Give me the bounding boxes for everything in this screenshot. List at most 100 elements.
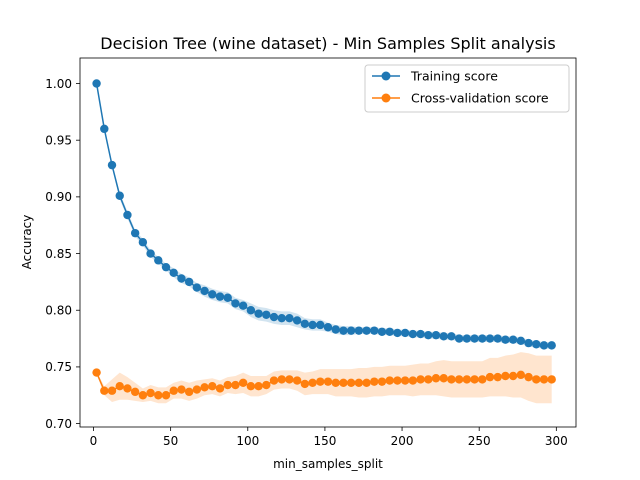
data-point-training xyxy=(285,313,294,323)
data-point-cv xyxy=(346,378,356,387)
data-point-cv xyxy=(454,375,464,384)
data-point-training xyxy=(215,292,225,301)
data-point-cv xyxy=(123,384,132,393)
data-point-cv xyxy=(308,378,317,387)
legend-box xyxy=(364,64,570,113)
data-point-cv xyxy=(192,385,202,394)
data-point-cv xyxy=(92,368,101,377)
x-axis-ticks: 0 50 100 150 200 250 300 xyxy=(90,427,568,448)
data-point-training xyxy=(200,286,209,296)
data-point-training xyxy=(115,191,124,200)
data-point-training xyxy=(100,124,109,134)
data-point-training xyxy=(470,334,479,343)
data-point-training xyxy=(292,316,302,325)
data-point-cv xyxy=(501,371,510,381)
data-point-training xyxy=(508,335,518,344)
data-point-cv xyxy=(269,376,279,385)
data-point-training xyxy=(169,268,178,278)
data-point-training xyxy=(316,320,325,330)
x-tick-label: 250 xyxy=(468,434,491,448)
data-point-cv xyxy=(493,372,502,382)
data-point-cv xyxy=(300,379,310,389)
data-point-training xyxy=(184,277,194,287)
data-point-cv xyxy=(478,375,487,384)
data-point-training xyxy=(339,326,348,335)
y-axis-label: Accuracy xyxy=(20,215,34,270)
data-point-training xyxy=(408,329,418,339)
data-point-cv xyxy=(292,376,302,385)
legend-marker-cv xyxy=(381,93,391,103)
data-point-cv xyxy=(462,375,472,384)
data-point-training xyxy=(424,330,433,340)
data-point-training xyxy=(123,210,132,220)
data-point-cv xyxy=(400,376,410,385)
data-point-training xyxy=(238,301,248,310)
data-point-cv xyxy=(177,385,186,394)
axes-frame xyxy=(79,57,577,428)
data-point-training xyxy=(154,256,163,265)
data-point-cv xyxy=(169,386,178,395)
x-tick-label: 0 xyxy=(90,434,98,448)
data-point-training xyxy=(300,319,310,329)
legend-label-training: Training score xyxy=(410,69,498,84)
data-point-training xyxy=(231,299,240,308)
data-point-cv xyxy=(146,388,155,398)
data-point-cv xyxy=(408,376,418,385)
data-point-cv xyxy=(532,375,541,384)
data-point-training xyxy=(478,334,487,343)
data-point-cv xyxy=(370,377,379,386)
data-point-training xyxy=(354,326,364,335)
data-point-cv xyxy=(130,387,140,397)
data-point-cv xyxy=(184,387,194,397)
data-point-training xyxy=(161,262,171,272)
data-point-training xyxy=(385,327,394,336)
data-point-training xyxy=(146,249,155,258)
data-point-training xyxy=(362,326,371,335)
data-point-training xyxy=(370,326,379,335)
legend: Training score Cross-validation score xyxy=(364,64,570,113)
x-tick-label: 150 xyxy=(313,434,336,448)
data-point-cv xyxy=(377,377,387,386)
data-point-training xyxy=(246,306,256,315)
data-point-training xyxy=(346,326,356,335)
data-point-cv xyxy=(362,378,371,387)
data-point-cv xyxy=(154,391,163,400)
data-point-cv xyxy=(547,375,556,384)
data-point-training xyxy=(92,79,101,88)
legend-marker-training xyxy=(381,71,391,81)
data-point-cv xyxy=(323,377,333,386)
data-point-training xyxy=(107,160,117,170)
data-point-cv xyxy=(416,375,425,384)
data-point-cv xyxy=(339,378,348,387)
data-point-cv xyxy=(516,370,526,380)
data-point-training xyxy=(532,340,541,349)
data-point-training xyxy=(308,320,317,330)
data-point-training xyxy=(377,327,387,336)
data-point-cv xyxy=(246,381,256,391)
data-point-cv xyxy=(508,371,518,381)
data-point-cv xyxy=(393,376,402,385)
data-point-cv xyxy=(215,384,225,393)
data-point-cv xyxy=(524,372,533,382)
data-point-training xyxy=(416,329,425,339)
data-point-cv xyxy=(100,386,109,395)
y-tick-label: 1.00 xyxy=(45,77,72,91)
plot-area xyxy=(92,79,556,404)
data-point-training xyxy=(323,323,333,332)
data-point-cv xyxy=(470,375,479,384)
data-point-cv xyxy=(107,386,117,395)
data-point-cv xyxy=(316,377,325,386)
data-point-cv xyxy=(424,375,433,384)
data-point-training xyxy=(277,313,286,323)
data-point-training xyxy=(485,334,495,343)
data-point-cv xyxy=(200,383,209,392)
data-point-cv xyxy=(354,378,364,387)
data-point-training xyxy=(447,332,456,341)
x-tick-label: 50 xyxy=(163,434,178,448)
data-point-training xyxy=(400,328,410,338)
data-point-cv xyxy=(262,380,271,390)
data-point-cv xyxy=(208,381,217,391)
data-point-training xyxy=(454,334,464,343)
data-point-cv xyxy=(439,374,448,383)
data-point-cv xyxy=(254,381,263,391)
